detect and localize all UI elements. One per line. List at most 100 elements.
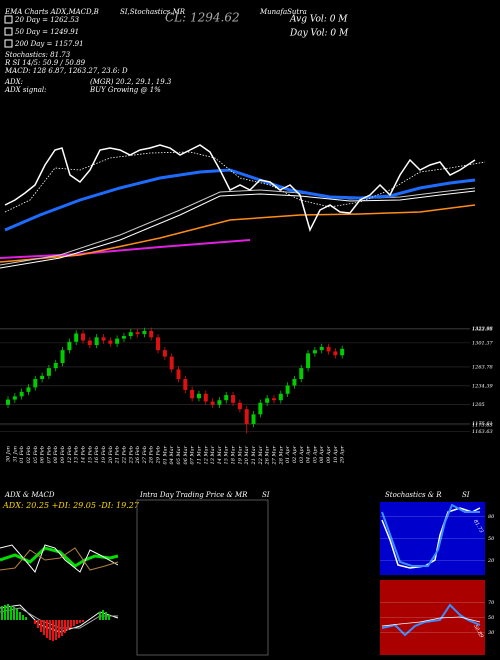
x-tick-label: 30 Jan (6, 446, 12, 462)
candle-body (108, 340, 113, 344)
x-tick-label: 23 Feb (128, 446, 134, 464)
x-tick-label: 21 Feb (115, 446, 121, 464)
rsi-line (381, 603, 481, 637)
rsi-line (381, 616, 481, 627)
y-tick-label: 1205 (472, 402, 485, 408)
macd-histogram (1, 604, 110, 620)
x-tick-label: 05 Mar (176, 445, 182, 464)
indicator: (MGR) 20.2, 29.1, 19.3 (90, 78, 172, 86)
x-tick-label: 20 Mar (244, 445, 250, 465)
legend-swatch (4, 15, 13, 24)
candle-body (231, 395, 236, 403)
stoch-title: Stochastics & R (385, 491, 442, 499)
candle-body (203, 393, 208, 402)
x-tick-label: 05 Feb (33, 446, 39, 463)
x-tick-label: 06 Feb (40, 446, 46, 463)
candle-body (251, 414, 256, 424)
candle-body (176, 369, 181, 380)
candle-body (299, 368, 304, 380)
indicator: BUY Growing @ 1% (89, 86, 161, 94)
intraday-si: SI (262, 491, 270, 499)
macd-histogram (34, 620, 84, 641)
x-tick-label: 31 Jan (12, 446, 18, 462)
y-tick-label: 1163.63 (472, 429, 493, 435)
x-tick-label: 22 Mar (258, 445, 264, 465)
adx-title: ADX & MACD (4, 491, 55, 499)
header-studies: EMA Charts ADX,MACD,B (4, 8, 99, 16)
indicator: MACD: 128 6.87, 1263.27, 23.6: D (4, 67, 128, 75)
stoch-line (381, 503, 480, 567)
stoch-line (381, 507, 481, 569)
candle-body (94, 337, 99, 346)
candle-body (196, 393, 201, 399)
legend-entry: 200 Day = 1157.91 (14, 40, 84, 48)
legend-entry: 50 Day = 1249.91 (15, 28, 79, 36)
candle-body (169, 356, 174, 370)
x-tick-label: 08 Feb (53, 446, 59, 463)
candle-body (19, 391, 24, 397)
x-tick-label: 03 Apr (299, 445, 305, 463)
x-tick-label: 09 Apr (326, 445, 332, 463)
candle-body (217, 400, 222, 405)
candle-body (244, 409, 249, 424)
candle-body (190, 389, 195, 399)
day-vol: Day Vol: 0 M (289, 29, 349, 39)
legend-swatch (4, 39, 13, 48)
x-tick-label: 20 Feb (108, 446, 114, 464)
di-line (0, 544, 119, 573)
x-tick-label: 19 Mar (237, 445, 243, 464)
candle-body (237, 402, 242, 410)
candle-body (12, 396, 17, 400)
x-tick-label: 22 Feb (121, 446, 127, 464)
candle-body (87, 340, 92, 346)
y-tick-label: 1263.78 (472, 364, 493, 370)
x-tick-label: 11 Mar (196, 445, 202, 464)
x-tick-label: 01 Mar (162, 445, 168, 464)
x-tick-label: 21 Mar (251, 445, 257, 465)
x-tick-label: 13 Mar (210, 445, 216, 464)
candle-body (306, 353, 311, 369)
candle-body (33, 379, 38, 388)
candle-body (128, 332, 133, 337)
x-tick-label: 07 Mar (190, 445, 196, 464)
x-tick-label: 28 Feb (149, 446, 155, 464)
x-tick-label: 27 Mar (271, 445, 277, 465)
candle-body (101, 337, 106, 341)
adx-panel (0, 544, 119, 641)
candle-body (312, 350, 317, 354)
y-tick-label: 1301.37 (472, 340, 493, 346)
y-tick-label: 1175.61 (472, 421, 493, 427)
intraday-title: Intra Day Trading Price & MR (139, 491, 248, 499)
ma-line (0, 239, 251, 259)
header-studies2: SI,Stochastics,MR (120, 8, 186, 16)
x-tick-label: 15 Mar (224, 445, 230, 464)
ma-line (0, 187, 476, 266)
x-tick-label: 02 Apr (292, 445, 298, 463)
candle-body (265, 398, 270, 403)
x-tick-label: 10 Apr (333, 445, 339, 463)
candle-body (26, 387, 31, 392)
candle-body (135, 332, 140, 335)
candle-body (115, 338, 120, 344)
x-tick-label: 12 Mar (203, 445, 209, 464)
y-tick-label: 1323.98 (472, 326, 493, 332)
x-tick-label: 14 Feb (81, 446, 87, 463)
x-tick-label: 07 Feb (46, 446, 52, 463)
adx-values: ADX: 20.25 +DI: 29.05 -DI: 19.27 (2, 501, 140, 510)
candle-body (183, 379, 188, 390)
candle-body (333, 351, 338, 356)
candle-body (340, 348, 345, 356)
y-tick-label: 1234.39 (472, 383, 493, 389)
x-tick-label: 29 Feb (156, 446, 162, 464)
candle-body (278, 393, 283, 401)
osc-tick-label: 20 (487, 558, 495, 564)
y-tick-label: 1173.63 (472, 422, 493, 428)
candle-body (224, 395, 229, 401)
indicator: ADX signal: (4, 86, 46, 94)
stoch-si: SI (462, 491, 470, 499)
indicator: R SI 14/5: 50.9 / 50.89 (4, 59, 86, 67)
candle-body (149, 330, 154, 338)
osc-tick-label: 30 (488, 630, 495, 636)
